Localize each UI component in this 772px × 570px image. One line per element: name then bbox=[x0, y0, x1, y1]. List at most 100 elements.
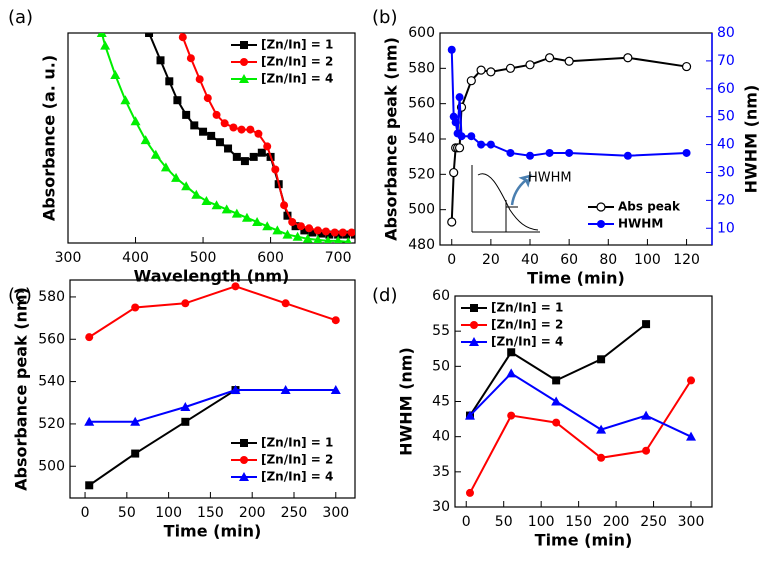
marker bbox=[564, 56, 574, 66]
marker bbox=[182, 110, 191, 119]
y-tick-label: 40 bbox=[432, 429, 450, 445]
y2-tick-label: 70 bbox=[717, 53, 735, 69]
plot-frame bbox=[67, 32, 356, 244]
marker bbox=[507, 348, 516, 357]
legend-label: [Zn/In] = 4 bbox=[491, 335, 563, 349]
marker bbox=[130, 116, 141, 126]
y2-tick-label: 20 bbox=[717, 192, 735, 208]
marker bbox=[486, 140, 495, 149]
y-axis-label: Absorbance peak (nm) bbox=[12, 287, 31, 491]
panel-label: (b) bbox=[372, 7, 397, 28]
panel-label: (c) bbox=[8, 285, 32, 306]
series-line bbox=[450, 56, 687, 223]
marker bbox=[282, 229, 293, 239]
y2-tick-label: 30 bbox=[717, 164, 735, 180]
y2-axis-label: HWHM (nm) bbox=[742, 85, 761, 194]
marker bbox=[240, 157, 249, 166]
marker bbox=[344, 236, 352, 243]
marker bbox=[470, 321, 478, 329]
marker bbox=[249, 152, 258, 161]
marker bbox=[240, 439, 248, 447]
inset-lines bbox=[505, 200, 518, 232]
marker bbox=[181, 299, 190, 308]
x-tick-label: 300 bbox=[322, 505, 349, 521]
x-tick-label: 200 bbox=[603, 514, 630, 530]
y2-tick-label: 80 bbox=[717, 25, 735, 41]
series-line bbox=[180, 33, 352, 234]
marker bbox=[623, 53, 633, 63]
x-tick-label: 500 bbox=[190, 250, 217, 266]
marker bbox=[447, 217, 457, 227]
x-tick-label: 100 bbox=[634, 252, 661, 268]
marker bbox=[551, 396, 562, 406]
marker bbox=[195, 75, 204, 84]
marker bbox=[457, 132, 466, 141]
inset-curve bbox=[477, 173, 539, 231]
y-axis-label: Absorbance peak (nm) bbox=[382, 37, 401, 241]
marker bbox=[308, 228, 317, 237]
plot-frame bbox=[454, 295, 713, 508]
x-tick-label: 300 bbox=[55, 250, 82, 266]
marker bbox=[203, 94, 212, 103]
marker bbox=[131, 449, 140, 458]
marker bbox=[476, 65, 486, 75]
marker bbox=[140, 135, 151, 145]
marker bbox=[325, 230, 334, 239]
marker bbox=[596, 424, 607, 434]
y-tick-label: 540 bbox=[408, 131, 435, 147]
marker bbox=[199, 127, 208, 136]
y2-tick-label: 60 bbox=[717, 81, 735, 97]
marker bbox=[642, 446, 651, 455]
marker bbox=[486, 67, 496, 77]
legend-label: [Zn/In] = 4 bbox=[261, 72, 333, 86]
marker bbox=[257, 148, 266, 157]
legend-label: [Zn/In] = 1 bbox=[491, 301, 563, 315]
panel-label: (a) bbox=[8, 7, 33, 28]
marker bbox=[254, 129, 263, 138]
marker bbox=[231, 208, 242, 218]
y-tick-label: 30 bbox=[432, 499, 450, 515]
marker bbox=[180, 401, 191, 411]
marker bbox=[331, 316, 340, 325]
marker bbox=[131, 303, 140, 312]
x-tick-label: 600 bbox=[257, 250, 284, 266]
marker bbox=[305, 224, 314, 233]
annotation: HWHM bbox=[528, 171, 572, 186]
marker bbox=[221, 204, 232, 214]
y2-tick-label: 40 bbox=[717, 137, 735, 153]
marker bbox=[201, 196, 212, 205]
marker bbox=[84, 416, 95, 426]
marker bbox=[288, 218, 297, 226]
marker bbox=[171, 172, 182, 182]
marker bbox=[686, 431, 697, 441]
marker bbox=[526, 151, 535, 160]
x-tick-label: 20 bbox=[482, 252, 500, 268]
series-line bbox=[469, 379, 692, 494]
marker bbox=[525, 60, 535, 70]
marker bbox=[237, 125, 246, 134]
marker bbox=[280, 201, 289, 210]
marker bbox=[447, 45, 456, 54]
marker bbox=[302, 233, 313, 243]
marker bbox=[262, 221, 273, 231]
marker bbox=[552, 376, 561, 385]
x-tick-label: 50 bbox=[495, 514, 513, 530]
marker bbox=[477, 140, 486, 149]
inset-arrow bbox=[510, 174, 532, 206]
legend-label: HWHM bbox=[618, 217, 663, 231]
marker bbox=[212, 110, 221, 119]
marker bbox=[181, 417, 190, 426]
marker bbox=[449, 167, 459, 178]
x-tick-label: 300 bbox=[678, 514, 705, 530]
y-tick-label: 35 bbox=[432, 464, 450, 480]
y-tick-label: 580 bbox=[38, 289, 65, 305]
marker bbox=[507, 411, 516, 420]
marker bbox=[506, 368, 517, 378]
marker bbox=[160, 162, 171, 172]
marker bbox=[211, 200, 222, 210]
marker bbox=[506, 148, 515, 157]
x-tick-label: 60 bbox=[560, 252, 578, 268]
y-tick-label: 580 bbox=[408, 60, 435, 76]
x-tick-label: 40 bbox=[521, 252, 539, 268]
y-tick-label: 520 bbox=[38, 416, 65, 432]
